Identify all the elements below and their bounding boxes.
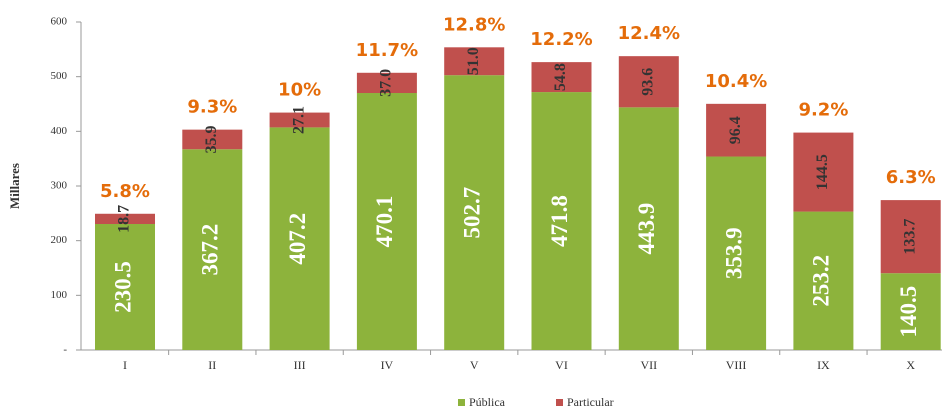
data-label: 35.9: [203, 125, 220, 153]
percent-annotation: 11.7%: [356, 40, 418, 61]
y-tick-label: -: [63, 344, 67, 356]
bar-segment: [531, 62, 592, 93]
bar-segment: [444, 47, 505, 76]
x-tick-label: III: [294, 358, 306, 372]
bar-segment: [356, 93, 417, 351]
legend-swatch: [556, 399, 563, 406]
legend-swatch: [458, 399, 465, 406]
data-label: 37.0: [378, 69, 395, 97]
bar-segment: [880, 200, 941, 274]
x-tick-label: I: [123, 358, 127, 372]
percent-annotation: 6.3%: [886, 167, 936, 188]
y-tick-label: 600: [51, 16, 68, 28]
bar-segment: [182, 129, 243, 150]
bar-segment: [356, 72, 417, 94]
data-label: 407.2: [285, 213, 310, 265]
bar-segment: [95, 223, 155, 350]
bar-segment: [880, 273, 941, 350]
x-tick-label: V: [470, 358, 479, 372]
bar-segment: [618, 56, 679, 108]
y-tick-label: 300: [51, 180, 68, 192]
data-label: 253.2: [809, 255, 834, 307]
y-tick-label: 200: [51, 234, 68, 246]
data-label: 443.9: [634, 203, 659, 255]
x-tick-label: X: [906, 358, 915, 372]
bar-segment: [618, 107, 679, 351]
x-tick-label: IV: [381, 358, 394, 372]
bar-segment: [706, 156, 767, 350]
bar-segment: [269, 127, 330, 350]
data-label: 96.4: [727, 116, 744, 144]
bar-segment: [95, 213, 155, 224]
percent-annotation: 10%: [278, 80, 321, 101]
data-label: 353.9: [721, 227, 746, 279]
bar-segment: [531, 92, 592, 350]
bar-segment: [444, 75, 505, 350]
percent-annotation: 12.8%: [443, 14, 505, 35]
data-label: 144.5: [814, 154, 831, 190]
legend-label: Pública: [469, 395, 506, 409]
bar-segment: [182, 149, 243, 350]
data-label: 54.8: [552, 63, 569, 91]
percent-annotation: 9.3%: [187, 97, 237, 118]
data-label: 133.7: [901, 219, 918, 255]
data-label: 93.6: [639, 68, 656, 96]
data-label: 502.7: [459, 187, 484, 239]
data-label: 471.8: [547, 195, 572, 247]
x-tick-label: VIII: [726, 358, 747, 372]
data-label: 367.2: [198, 224, 223, 276]
x-tick-label: II: [208, 358, 216, 372]
data-label: 140.5: [896, 286, 921, 338]
data-label: 470.1: [372, 196, 397, 248]
bar-segment: [269, 112, 330, 128]
percent-annotation: 9.2%: [798, 100, 848, 121]
x-tick-label: IX: [817, 358, 830, 372]
data-label: 27.1: [290, 106, 307, 134]
y-axis-label: Millares: [7, 163, 22, 209]
percent-annotation: 10.4%: [705, 71, 767, 92]
legend-label: Particular: [567, 395, 614, 409]
y-tick-label: 400: [51, 125, 68, 137]
bar-segment: [793, 132, 854, 212]
bar-segment: [706, 103, 767, 157]
data-label: 51.0: [465, 47, 482, 75]
x-tick-label: VI: [555, 358, 568, 372]
y-tick-label: 500: [51, 70, 68, 82]
data-label: 230.5: [110, 261, 135, 313]
data-label: 18.7: [116, 205, 133, 233]
x-tick-label: VII: [640, 358, 657, 372]
y-tick-label: 100: [51, 289, 68, 301]
percent-annotation: 12.4%: [618, 23, 680, 44]
percent-annotation: 12.2%: [530, 29, 592, 50]
bar-segment: [793, 211, 854, 350]
percent-annotation: 5.8%: [100, 181, 150, 202]
